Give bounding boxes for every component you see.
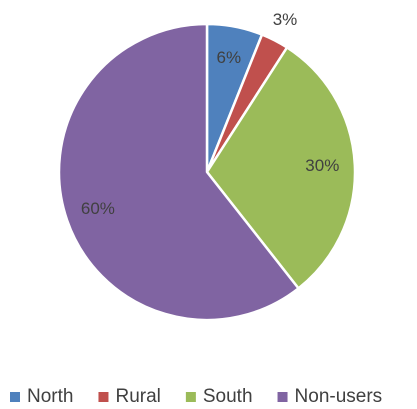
legend-swatch [10,392,20,402]
legend-label: North [27,386,73,407]
legend-label: South [203,386,253,407]
data-label: 6% [217,48,242,67]
legend-label: Rural [115,386,160,407]
legend-swatch [277,392,288,402]
legend-swatch [98,392,109,402]
pie-slice [205,46,357,290]
pie-slice [57,22,300,322]
data-label: 30% [305,156,339,175]
legend-label: Non-users [295,386,383,407]
data-label: 3% [273,10,298,29]
data-label: 60% [81,199,115,218]
legend: North Rural South Non-users [10,386,382,407]
legend-swatch [185,392,196,402]
pie: 6% 3% 30% 60% [57,10,357,322]
